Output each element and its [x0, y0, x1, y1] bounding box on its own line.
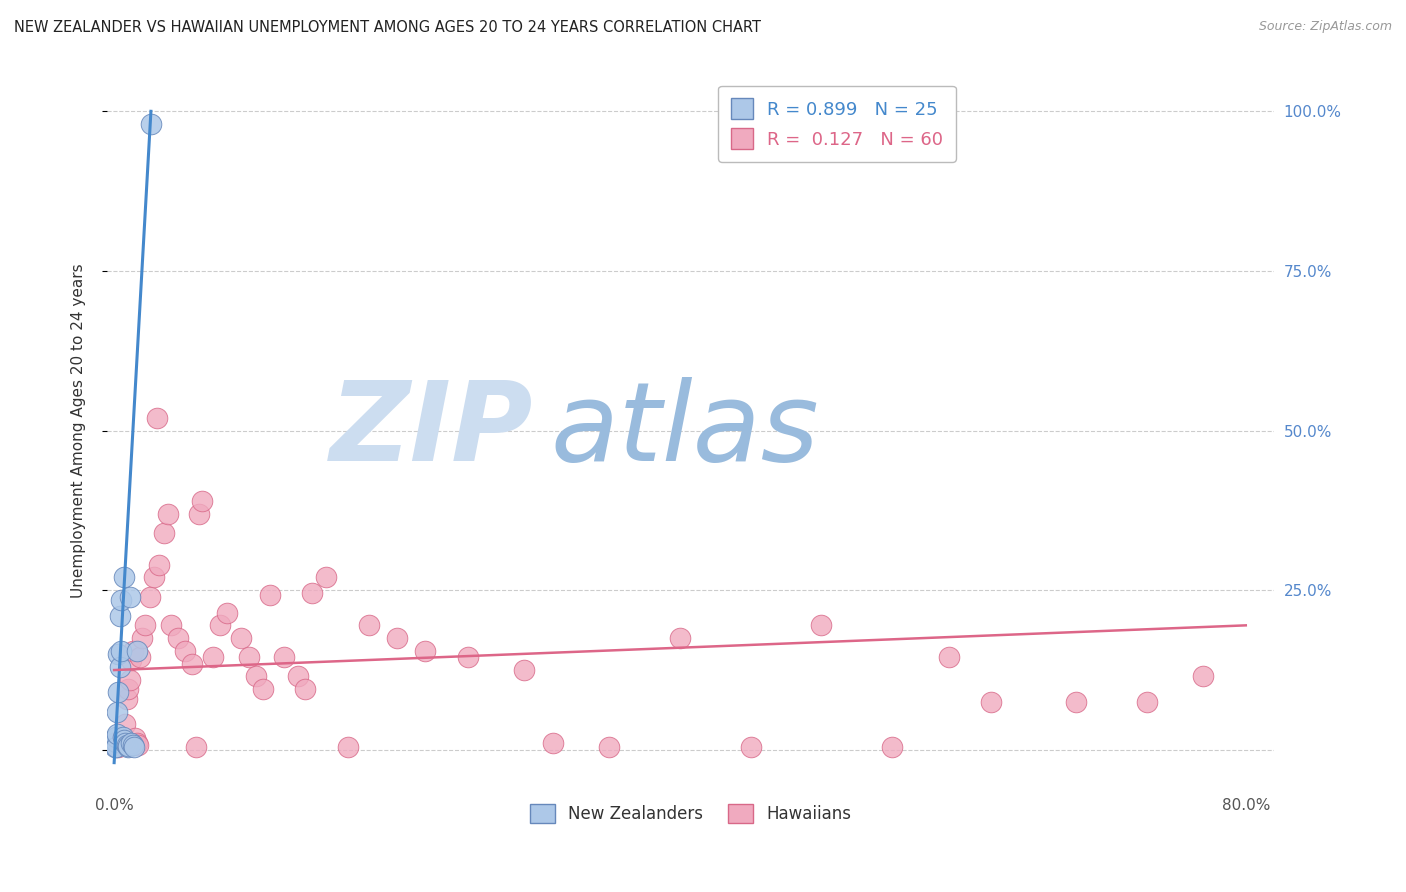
Point: [121, 738, 143, 752]
Point: [125, 644, 148, 658]
Point: [105, 739, 128, 754]
Point: [108, 608, 131, 623]
Point: [111, 730, 134, 744]
Point: [124, 731, 146, 746]
Point: [112, 733, 135, 747]
Point: [217, 606, 239, 620]
Point: [598, 739, 620, 754]
Point: [107, 647, 129, 661]
Point: [104, 730, 127, 744]
Point: [238, 650, 260, 665]
Point: [148, 558, 170, 572]
Point: [513, 663, 536, 677]
Text: Source: ZipAtlas.com: Source: ZipAtlas.com: [1258, 20, 1392, 33]
Point: [117, 739, 139, 754]
Point: [231, 631, 253, 645]
Point: [114, 737, 136, 751]
Point: [112, 733, 135, 747]
Point: [118, 673, 141, 687]
Point: [301, 586, 323, 600]
Point: [173, 644, 195, 658]
Point: [145, 410, 167, 425]
Text: atlas: atlas: [551, 377, 820, 484]
Point: [122, 739, 145, 754]
Point: [294, 682, 316, 697]
Point: [107, 740, 129, 755]
Point: [188, 507, 211, 521]
Point: [252, 682, 274, 697]
Point: [115, 738, 138, 752]
Point: [111, 735, 134, 749]
Point: [938, 650, 960, 665]
Legend: New Zealanders, Hawaiians: New Zealanders, Hawaiians: [523, 797, 858, 830]
Point: [138, 590, 160, 604]
Point: [110, 592, 132, 607]
Point: [1136, 695, 1159, 709]
Point: [131, 631, 153, 645]
Point: [104, 735, 127, 749]
Point: [121, 644, 143, 658]
Point: [118, 590, 141, 604]
Point: [156, 507, 179, 521]
Point: [415, 644, 437, 658]
Point: [191, 493, 214, 508]
Text: NEW ZEALANDER VS HAWAIIAN UNEMPLOYMENT AMONG AGES 20 TO 24 YEARS CORRELATION CHA: NEW ZEALANDER VS HAWAIIAN UNEMPLOYMENT A…: [14, 20, 761, 35]
Point: [810, 618, 832, 632]
Point: [139, 117, 162, 131]
Point: [125, 737, 148, 751]
Point: [117, 739, 139, 753]
Point: [117, 682, 139, 697]
Y-axis label: Unemployment Among Ages 20 to 24 years: Unemployment Among Ages 20 to 24 years: [72, 263, 86, 598]
Point: [186, 739, 208, 754]
Point: [110, 737, 132, 751]
Point: [108, 660, 131, 674]
Point: [110, 644, 132, 658]
Point: [115, 691, 138, 706]
Point: [104, 740, 127, 755]
Point: [120, 737, 142, 751]
Point: [541, 737, 564, 751]
Point: [202, 650, 225, 665]
Point: [159, 618, 181, 632]
Point: [1192, 669, 1215, 683]
Point: [134, 618, 156, 632]
Point: [142, 570, 165, 584]
Point: [105, 705, 128, 719]
Point: [357, 618, 380, 632]
Point: [114, 717, 136, 731]
Point: [152, 525, 174, 540]
Point: [385, 631, 408, 645]
Point: [980, 695, 1002, 709]
Point: [166, 631, 188, 645]
Point: [128, 650, 150, 665]
Text: ZIP: ZIP: [329, 377, 533, 484]
Point: [336, 739, 359, 754]
Point: [669, 631, 692, 645]
Point: [259, 588, 281, 602]
Point: [457, 650, 479, 665]
Point: [112, 570, 135, 584]
Point: [1064, 695, 1087, 709]
Point: [315, 570, 337, 584]
Point: [209, 618, 232, 632]
Point: [287, 669, 309, 683]
Point: [108, 738, 131, 752]
Point: [181, 657, 204, 671]
Point: [107, 685, 129, 699]
Point: [127, 738, 149, 752]
Point: [273, 650, 295, 665]
Point: [740, 739, 762, 754]
Point: [245, 669, 267, 683]
Point: [120, 653, 142, 667]
Point: [105, 727, 128, 741]
Point: [882, 739, 904, 754]
